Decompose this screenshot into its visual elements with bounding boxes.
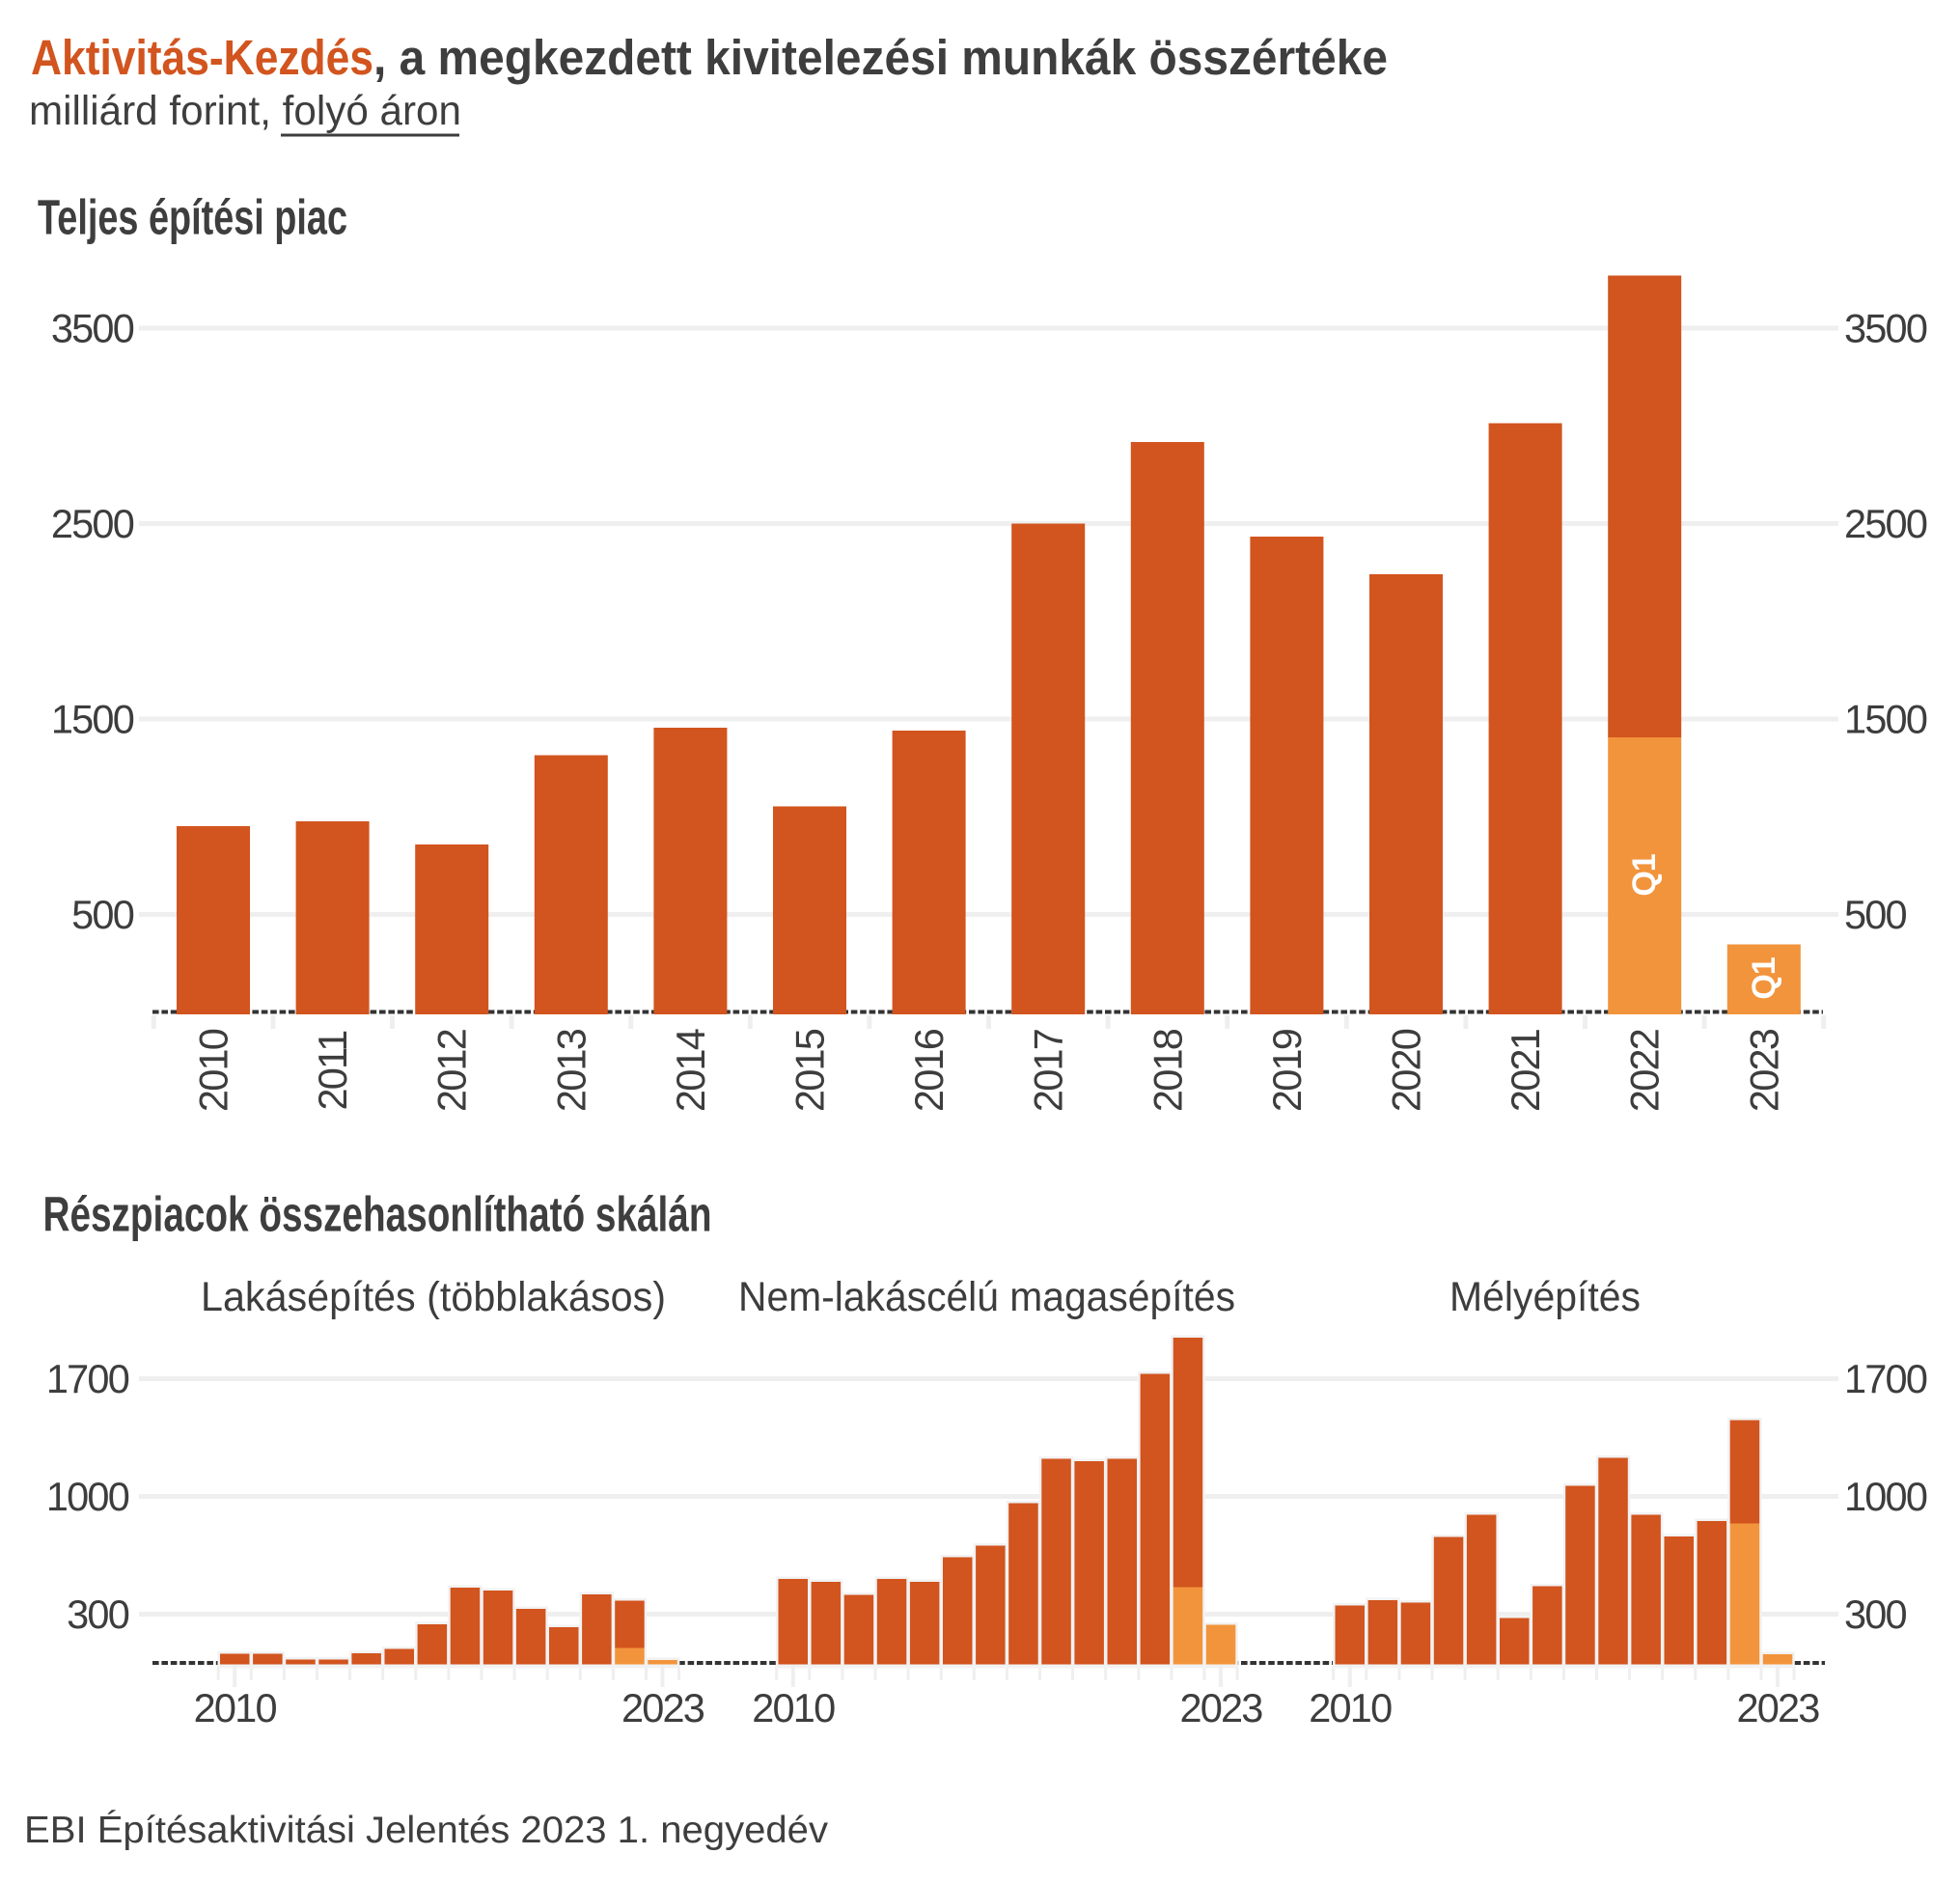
svg-text:Mélyépítés: Mélyépítés [1449, 1275, 1641, 1320]
svg-text:500: 500 [71, 892, 134, 937]
svg-text:Aktivitás-Kezdés, a megkezdett: Aktivitás-Kezdés, a megkezdett kivitelez… [31, 30, 1388, 85]
svg-text:1000: 1000 [1844, 1474, 1927, 1519]
svg-text:2018: 2018 [1145, 1029, 1190, 1112]
svg-text:1500: 1500 [51, 697, 134, 742]
svg-text:Lakásépítés (többlakásos): Lakásépítés (többlakásos) [201, 1275, 666, 1320]
svg-text:2012: 2012 [429, 1030, 475, 1112]
svg-text:2015: 2015 [787, 1029, 833, 1112]
svg-text:1500: 1500 [1844, 697, 1927, 742]
svg-text:2021: 2021 [1503, 1029, 1548, 1112]
svg-text:EBI Építésaktivitási Jelentés: EBI Építésaktivitási Jelentés 2023 1. ne… [24, 1810, 829, 1851]
svg-text:Teljes építési piac: Teljes építési piac [38, 190, 347, 245]
svg-text:300: 300 [67, 1591, 129, 1637]
svg-text:2010: 2010 [191, 1029, 236, 1112]
svg-text:2010: 2010 [752, 1685, 835, 1730]
svg-text:Q1: Q1 [1746, 957, 1782, 999]
svg-text:300: 300 [1844, 1591, 1907, 1637]
svg-text:1700: 1700 [1844, 1356, 1927, 1401]
svg-text:2010: 2010 [1309, 1685, 1392, 1730]
svg-text:2020: 2020 [1384, 1029, 1429, 1112]
svg-text:Részpiacok összehasonlítható s: Részpiacok összehasonlítható skálán [43, 1187, 712, 1242]
svg-text:Q1: Q1 [1626, 854, 1663, 896]
svg-text:2023: 2023 [1736, 1685, 1819, 1730]
svg-text:2022: 2022 [1622, 1030, 1668, 1112]
svg-text:500: 500 [1844, 892, 1907, 937]
svg-text:milliárd forint, folyó áron: milliárd forint, folyó áron [29, 88, 461, 134]
svg-text:2010: 2010 [194, 1685, 277, 1730]
svg-text:1700: 1700 [46, 1356, 129, 1401]
svg-text:2023: 2023 [621, 1685, 704, 1730]
svg-text:2023: 2023 [1741, 1029, 1786, 1112]
svg-text:2017: 2017 [1026, 1030, 1071, 1112]
svg-text:2019: 2019 [1264, 1029, 1310, 1112]
svg-text:2011: 2011 [310, 1031, 355, 1111]
svg-text:2016: 2016 [906, 1029, 952, 1112]
svg-text:2500: 2500 [51, 501, 134, 546]
svg-text:3500: 3500 [1844, 306, 1927, 351]
svg-text:1000: 1000 [46, 1474, 129, 1519]
svg-text:2023: 2023 [1179, 1685, 1262, 1730]
svg-text:2014: 2014 [668, 1029, 713, 1112]
svg-text:2500: 2500 [1844, 501, 1927, 546]
svg-text:3500: 3500 [51, 306, 134, 351]
svg-text:Nem-lakáscélú magasépítés: Nem-lakáscélú magasépítés [738, 1275, 1235, 1320]
svg-text:2013: 2013 [548, 1029, 594, 1112]
